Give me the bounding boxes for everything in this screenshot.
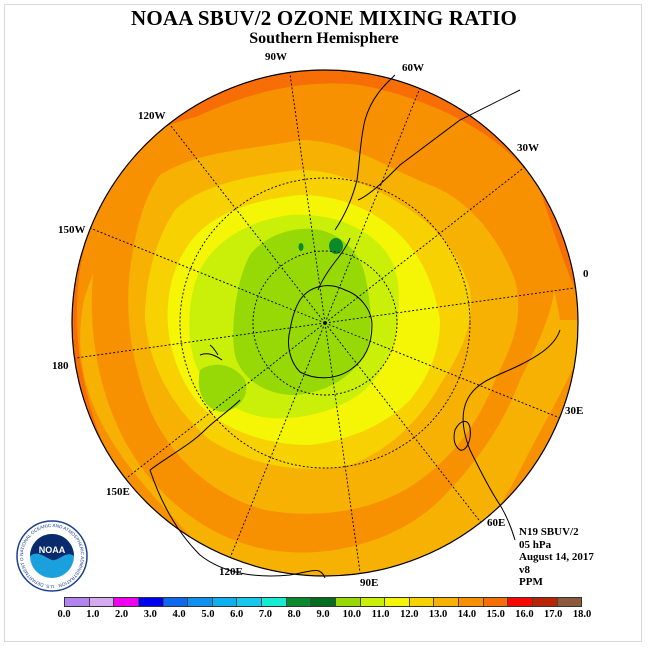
logo-bird-icon: [30, 534, 74, 561]
color-swatch: [483, 598, 509, 606]
pressure-level-label: 05 hPa: [519, 538, 552, 551]
color-scale-tick-label: 5.0: [201, 609, 215, 620]
color-swatch: [434, 598, 459, 606]
page-title: NOAA SBUV/2 OZONE MIXING RATIO: [131, 6, 517, 30]
color-swatch: [237, 598, 262, 606]
color-swatch: [114, 598, 139, 606]
graticule: [74, 72, 576, 574]
color-swatch: [138, 598, 164, 606]
antarctic-peninsula: [317, 237, 351, 291]
color-swatch: [409, 598, 435, 606]
version-label: v8: [519, 563, 530, 576]
band-9-10-cell-small: [298, 243, 304, 251]
band-10-11: [233, 228, 371, 395]
color-swatch: [459, 598, 484, 606]
color-swatch: [335, 598, 361, 606]
lon-label-30e: 30E: [565, 405, 584, 417]
coastlines: [149, 74, 561, 579]
lon-label-60w: 60W: [402, 62, 424, 74]
info-block: N19 SBUV/2 05 hPa August 14, 2017 v8 PPM: [519, 526, 594, 589]
color-scale-tick-label: 4.0: [172, 609, 186, 620]
lon-label-0: 0: [583, 268, 589, 280]
color-swatch: [262, 598, 287, 606]
africa-coast: [462, 329, 561, 541]
latitude-circle-60: [252, 250, 398, 396]
south-america-coast: [334, 74, 521, 231]
units-label: PPM: [519, 576, 543, 589]
lon-label-150e: 150E: [106, 486, 130, 498]
madagascar: [453, 421, 471, 451]
color-scale-tick-label: 15.0: [486, 609, 505, 620]
color-scale-tick-label: 3.0: [143, 609, 157, 620]
noaa-logo: NATIONAL OCEANIC AND ATMOSPHERIC ADMINIS…: [16, 520, 88, 592]
map-boundary: [71, 69, 579, 577]
color-scale-tick-label: 6.0: [230, 609, 244, 620]
color-scale-tick-label: 7.0: [258, 609, 272, 620]
lon-label-120e: 120E: [219, 566, 243, 578]
color-scale-tick-label: 8.0: [287, 609, 301, 620]
color-swatch: [532, 598, 558, 606]
color-swatch: [508, 598, 533, 606]
band-9-10-cell: [329, 238, 343, 254]
color-scale-tick-label: 12.0: [400, 609, 419, 620]
lon-label-90e: 90E: [360, 577, 379, 589]
color-scale-tick-label: 10.0: [342, 609, 361, 620]
antarctica-coast: [287, 285, 373, 379]
band-10-11-west: [198, 364, 247, 412]
lon-label-60e: 60E: [487, 517, 506, 529]
color-swatch: [286, 598, 312, 606]
color-scale-tick-label: 11.0: [371, 609, 390, 620]
color-scale-tick-label: 9.0: [316, 609, 330, 620]
color-scale-bar: [64, 597, 582, 607]
color-scale-tick-label: 1.0: [86, 609, 100, 620]
color-scale-ticks: 0.0 1.0 2.0 3.0 4.0 5.0 6.0 7.0 8.0 9.0 10.0 11.0 12…: [57, 609, 591, 623]
page-subtitle: Southern Hemisphere: [249, 30, 399, 47]
lon-label-180: 180: [52, 360, 69, 372]
color-scale-tick-label: 0.0: [57, 609, 71, 620]
color-swatch: [360, 598, 386, 606]
color-swatch: [212, 598, 238, 606]
new-zealand: [199, 344, 223, 361]
color-swatch: [163, 598, 189, 606]
lon-label-90w: 90W: [265, 51, 287, 63]
instrument-label: N19 SBUV/2: [519, 526, 579, 538]
color-swatch: [89, 598, 115, 606]
color-scale-tick-label: 16.0: [515, 609, 534, 620]
lon-label-150w: 150W: [58, 224, 86, 236]
color-swatch: [65, 598, 90, 606]
color-scale-tick-label: 13.0: [428, 609, 448, 620]
color-scale-tick-label: 18.0: [572, 609, 592, 620]
australia-coast: [149, 399, 326, 579]
figure-frame: [4, 4, 642, 642]
lon-label-120w: 120W: [138, 110, 166, 122]
lon-label-30w: 30W: [517, 142, 539, 154]
logo-text: NOAA: [39, 545, 66, 555]
color-scale-tick-label: 17.0: [544, 609, 563, 620]
color-swatch: [188, 598, 213, 606]
date-label: August 14, 2017: [519, 551, 594, 564]
color-swatch: [311, 598, 336, 606]
color-swatch: [385, 598, 410, 606]
color-scale-tick-label: 14.0: [457, 609, 477, 620]
latitude-circle-30: [179, 177, 471, 469]
color-scale-tick-label: 2.0: [114, 609, 129, 620]
color-swatch: [557, 598, 582, 606]
